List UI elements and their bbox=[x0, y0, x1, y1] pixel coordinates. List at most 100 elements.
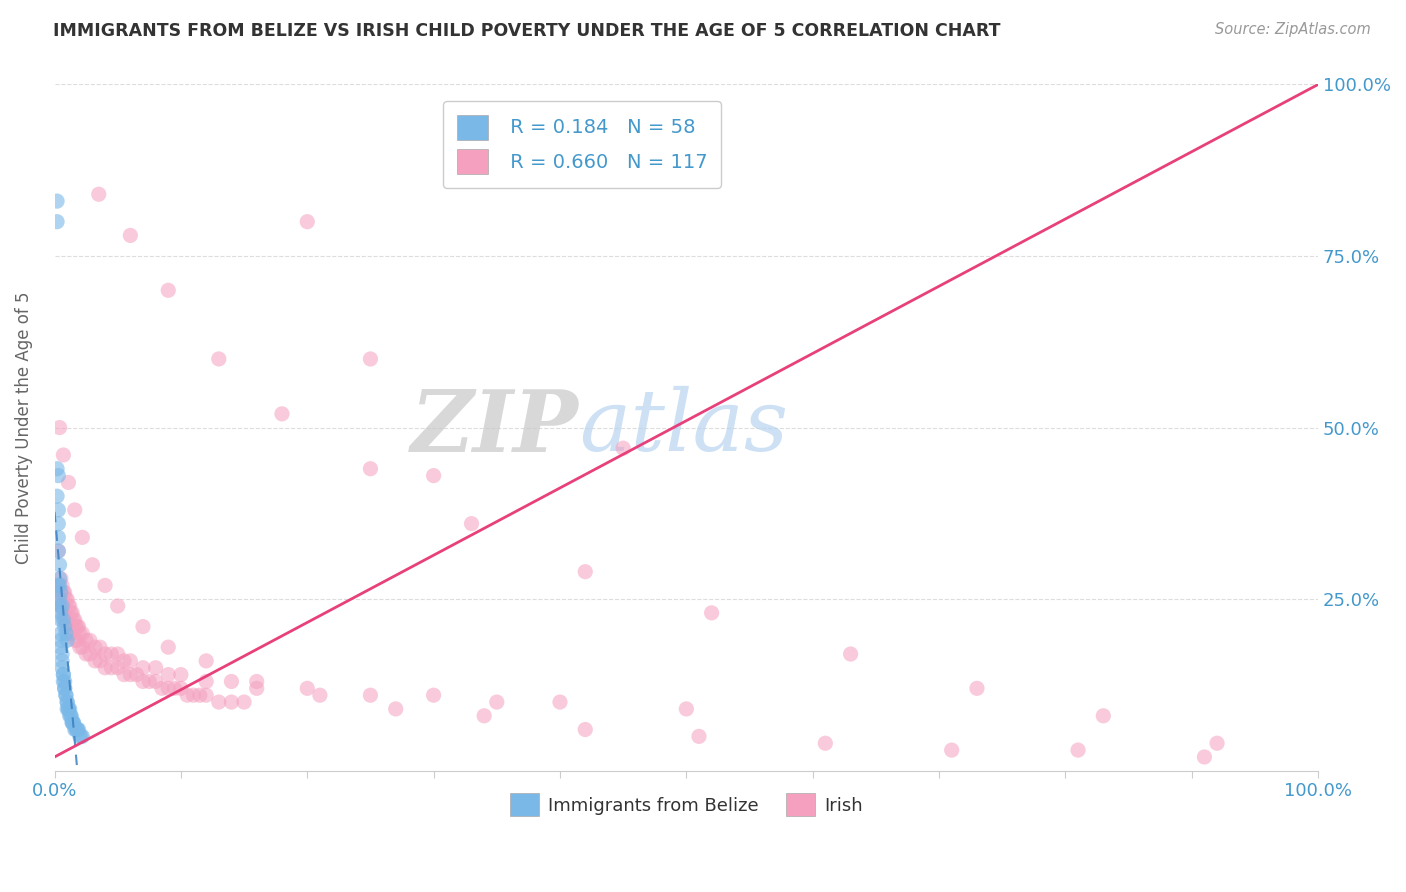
Point bbox=[59, 599, 82, 613]
Point bbox=[66, 723, 89, 737]
Point bbox=[163, 681, 186, 696]
Point bbox=[170, 667, 193, 681]
Point bbox=[46, 530, 69, 544]
Point bbox=[94, 578, 117, 592]
Point bbox=[65, 619, 87, 633]
Point bbox=[67, 619, 90, 633]
Point bbox=[472, 708, 495, 723]
Point bbox=[1092, 708, 1115, 723]
Point bbox=[58, 599, 80, 613]
Point bbox=[195, 674, 218, 689]
Point bbox=[51, 647, 73, 661]
Point bbox=[89, 654, 111, 668]
Y-axis label: Child Poverty Under the Age of 5: Child Poverty Under the Age of 5 bbox=[15, 292, 32, 564]
Point bbox=[246, 681, 269, 696]
Point bbox=[107, 647, 129, 661]
Point bbox=[675, 702, 697, 716]
Point bbox=[297, 215, 319, 229]
Point bbox=[60, 606, 83, 620]
Point bbox=[63, 633, 86, 648]
Point bbox=[63, 503, 86, 517]
Point bbox=[52, 448, 75, 462]
Point bbox=[384, 702, 406, 716]
Point bbox=[359, 461, 381, 475]
Point bbox=[46, 578, 69, 592]
Point bbox=[208, 695, 231, 709]
Point bbox=[66, 723, 89, 737]
Point bbox=[170, 681, 193, 696]
Point bbox=[132, 661, 155, 675]
Point bbox=[51, 578, 73, 592]
Point bbox=[574, 565, 596, 579]
Point bbox=[120, 228, 142, 243]
Point bbox=[79, 647, 101, 661]
Point bbox=[145, 661, 167, 675]
Point bbox=[69, 626, 91, 640]
Point bbox=[49, 613, 72, 627]
Point bbox=[72, 626, 94, 640]
Point bbox=[63, 613, 86, 627]
Point bbox=[941, 743, 963, 757]
Point bbox=[46, 544, 69, 558]
Point bbox=[132, 674, 155, 689]
Point bbox=[56, 702, 79, 716]
Point bbox=[46, 215, 69, 229]
Point bbox=[52, 674, 75, 689]
Point bbox=[359, 351, 381, 366]
Point bbox=[309, 688, 332, 702]
Point bbox=[49, 626, 72, 640]
Point bbox=[62, 715, 84, 730]
Point bbox=[58, 475, 80, 490]
Text: IMMIGRANTS FROM BELIZE VS IRISH CHILD POVERTY UNDER THE AGE OF 5 CORRELATION CHA: IMMIGRANTS FROM BELIZE VS IRISH CHILD PO… bbox=[53, 22, 1001, 40]
Point bbox=[112, 654, 135, 668]
Point bbox=[53, 674, 76, 689]
Point bbox=[52, 667, 75, 681]
Point bbox=[87, 187, 110, 202]
Point bbox=[51, 599, 73, 613]
Point bbox=[75, 647, 97, 661]
Text: Source: ZipAtlas.com: Source: ZipAtlas.com bbox=[1215, 22, 1371, 37]
Point bbox=[70, 730, 93, 744]
Point bbox=[60, 715, 83, 730]
Point bbox=[69, 640, 91, 655]
Point bbox=[233, 695, 256, 709]
Point bbox=[132, 619, 155, 633]
Point bbox=[46, 503, 69, 517]
Point bbox=[49, 606, 72, 620]
Point bbox=[53, 681, 76, 696]
Point bbox=[53, 585, 76, 599]
Point bbox=[84, 654, 107, 668]
Point bbox=[59, 702, 82, 716]
Point bbox=[112, 667, 135, 681]
Point bbox=[1194, 750, 1216, 764]
Point bbox=[460, 516, 482, 531]
Point bbox=[48, 558, 70, 572]
Point bbox=[1067, 743, 1090, 757]
Point bbox=[48, 592, 70, 607]
Point bbox=[612, 441, 634, 455]
Point bbox=[55, 688, 77, 702]
Point bbox=[1206, 736, 1229, 750]
Point bbox=[814, 736, 837, 750]
Point bbox=[246, 674, 269, 689]
Point bbox=[72, 530, 94, 544]
Point bbox=[100, 647, 122, 661]
Point bbox=[422, 688, 444, 702]
Point bbox=[60, 715, 83, 730]
Point bbox=[79, 633, 101, 648]
Point bbox=[66, 619, 89, 633]
Legend: Immigrants from Belize, Irish: Immigrants from Belize, Irish bbox=[503, 786, 870, 823]
Point bbox=[188, 688, 211, 702]
Text: ZIP: ZIP bbox=[411, 386, 579, 469]
Point bbox=[55, 613, 77, 627]
Point bbox=[183, 688, 205, 702]
Point bbox=[271, 407, 294, 421]
Point bbox=[58, 702, 80, 716]
Point bbox=[46, 585, 69, 599]
Point bbox=[51, 654, 73, 668]
Point bbox=[46, 461, 69, 475]
Point bbox=[125, 667, 148, 681]
Point bbox=[53, 613, 76, 627]
Point bbox=[195, 654, 218, 668]
Point bbox=[52, 585, 75, 599]
